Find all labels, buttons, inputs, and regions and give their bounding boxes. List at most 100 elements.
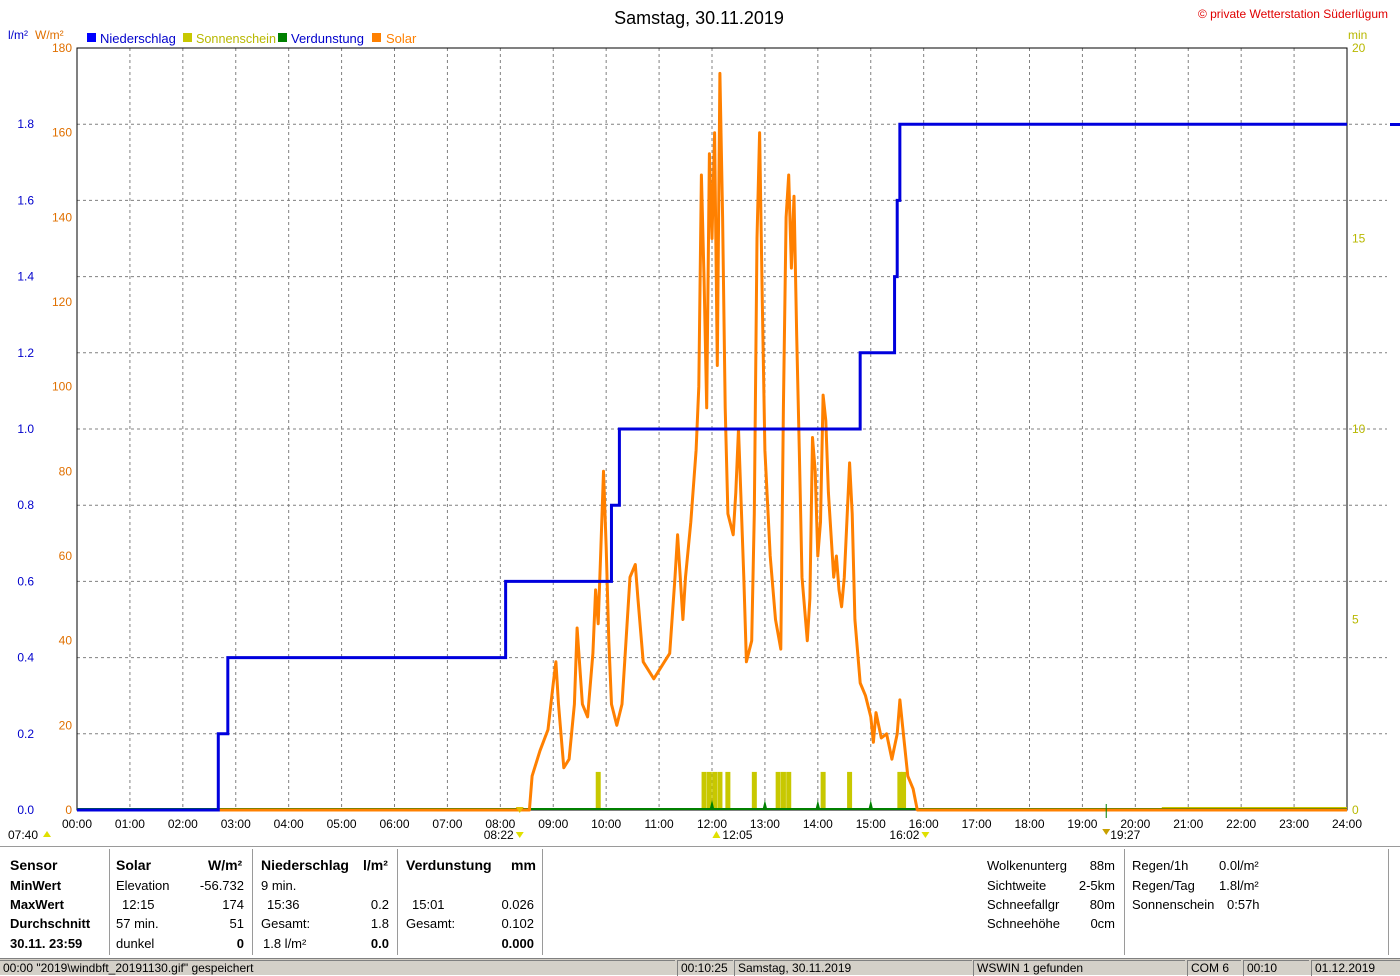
status-station: WSWIN 1 gefunden (973, 960, 1185, 976)
solar-tick-label: 140 (52, 210, 72, 224)
x-tick-label: 14:00 (803, 817, 833, 831)
solar-tick-label: 40 (59, 634, 73, 648)
solar-tick-label: 160 (52, 126, 72, 140)
sunshine-bar (712, 771, 718, 810)
rain-unit-label: l/m² (8, 28, 28, 42)
evaporation-marker (868, 800, 873, 808)
cloud-column: Wolkenunterg 88m Sichtweite 2-5km Schnee… (987, 847, 1115, 959)
rain-1h-label: Regen/1h (1132, 858, 1189, 873)
sunshine-bar (725, 771, 731, 810)
solar-avg-label: 57 min. (116, 916, 159, 931)
evaporation-marker (762, 800, 767, 808)
solar-tick-label: 60 (59, 549, 73, 563)
x-tick-label: 03:00 (221, 817, 251, 831)
solar-header: Solar (116, 857, 152, 873)
legend-swatch-rain (87, 33, 96, 42)
rain-unit: l/m² (363, 857, 388, 873)
rain-tick-label: 1.8 (17, 117, 34, 131)
rain-axis-labels: 0.0 0.2 0.4 0.6 0.8 1.0 1.2 1.4 1.6 1.8 (17, 117, 34, 817)
legend-label-rain: Niederschlag (100, 31, 176, 46)
snowfall-level-value: 80m (1089, 897, 1115, 912)
rain-max-time: 15:36 (267, 897, 300, 912)
legend-swatch-evaporation (278, 33, 287, 42)
civil-dawn-icon (43, 831, 51, 837)
sunrise-icon (515, 832, 524, 838)
solar-noon-icon (712, 831, 721, 838)
status-port: COM 6 (1187, 960, 1241, 976)
rain-day-value: 1.8l/m² (1219, 878, 1259, 893)
sunshine-bar (595, 771, 601, 810)
status-clock: 00:10 (1243, 960, 1309, 976)
evaporation-total-value: 0.102 (501, 916, 534, 931)
current-time-label: 30.11. 23:59 (10, 936, 83, 951)
snowfall-level-label: Schneefallgr (987, 897, 1060, 912)
minutes-axis-labels: 0 5 10 15 20 (1352, 41, 1366, 817)
sunshine-bar (897, 771, 903, 810)
solar-min-label: Elevation (116, 878, 170, 893)
solar-unit: W/m² (208, 857, 243, 873)
status-today: 01.12.2019 (1311, 960, 1400, 976)
status-time: 00:10:25 (677, 960, 733, 976)
civil-dawn-label: 07:40 (8, 828, 38, 842)
rain-edge-marker (1390, 123, 1400, 126)
x-tick-label: 21:00 (1173, 817, 1203, 831)
x-tick-label: 05:00 (327, 817, 357, 831)
rain-tick-label: 1.4 (17, 270, 34, 284)
rain-tick-label: 0.4 (17, 651, 34, 665)
sunset-icon (921, 832, 930, 838)
minutes-tick-label: 10 (1352, 422, 1366, 436)
x-tick-label: 24:00 (1332, 817, 1362, 831)
rain-tick-label: 0.8 (17, 498, 34, 512)
solar-noon-label: 12:05 (722, 828, 752, 842)
snow-height-value: 0cm (1090, 916, 1115, 931)
solar-avg-value: 51 (229, 916, 244, 931)
evaporation-max-value: 0.026 (501, 897, 534, 912)
minutes-tick-label: 20 (1352, 41, 1366, 55)
status-date: Samstag, 30.11.2019 (734, 960, 972, 976)
evaporation-marker (815, 800, 820, 808)
minutes-tick-label: 15 (1352, 232, 1366, 246)
evaporation-header: Verdunstung (406, 857, 492, 873)
cloud-base-label: Wolkenunterg (987, 858, 1067, 873)
solar-tick-label: 80 (59, 464, 73, 478)
solar-tick-label: 0 (65, 803, 72, 817)
solar-unit-label: W/m² (35, 28, 64, 42)
rain-max-value: 0.2 (370, 897, 389, 912)
rain-tick-label: 0.0 (17, 803, 34, 817)
stats-panel: Sensor MinWert MaxWert Durchschnitt 30.1… (0, 846, 1400, 959)
rain-tick-label: 1.0 (17, 422, 34, 436)
sunshine-bar (775, 771, 781, 810)
solar-tick-label: 20 (59, 718, 73, 732)
x-tick-label: 00:00 (62, 817, 92, 831)
minutes-tick-label: 0 (1352, 803, 1359, 817)
sunrise-tick (515, 807, 524, 813)
solar-max-value: 174 (222, 897, 244, 912)
minutes-unit-label: min (1348, 28, 1367, 42)
x-tick-label: 19:00 (1067, 817, 1097, 831)
sunshine-bar (751, 771, 757, 810)
x-tick-label: 06:00 (379, 817, 409, 831)
solar-tick-label: 120 (52, 295, 72, 309)
evaporation-column: Verdunstung mm 15:01 0.026 Gesamt: 0.102… (406, 847, 536, 959)
legend-label-evaporation: Verdunstung (291, 31, 364, 46)
x-axis-labels: 00:00 01:00 02:00 03:00 04:00 05:00 06:00 07:00… (62, 817, 1362, 831)
rain-tick-label: 0.6 (17, 574, 34, 588)
rain-total-value: 1.8 (370, 916, 389, 931)
sunrise-label: 08:22 (484, 828, 514, 842)
evaporation-max-time: 15:01 (412, 897, 445, 912)
rain-tick-label: 1.2 (17, 346, 34, 360)
rain-total-label: Gesamt: (261, 916, 311, 931)
civil-dusk-label: 19:27 (1110, 828, 1140, 842)
rain-min-label: 9 min. (261, 878, 297, 893)
x-tick-label: 23:00 (1279, 817, 1309, 831)
summary-column: Regen/1h 0.0l/m² Regen/Tag 1.8l/m² Sonne… (1132, 847, 1292, 959)
sun-markers: 07:40 08:22 12:05 16:02 19:27 (8, 804, 1141, 842)
status-message: 00:00 "2019\windbft_20191130.gif" gespei… (0, 960, 675, 976)
solar-tick-label: 180 (52, 41, 72, 55)
sunshine-bar (847, 771, 853, 810)
x-tick-label: 15:00 (856, 817, 886, 831)
rain-current-value: 0.0 (370, 936, 389, 951)
x-tick-label: 13:00 (750, 817, 780, 831)
legend-swatch-sunshine (183, 33, 192, 42)
minwert-label: MinWert (10, 878, 62, 893)
